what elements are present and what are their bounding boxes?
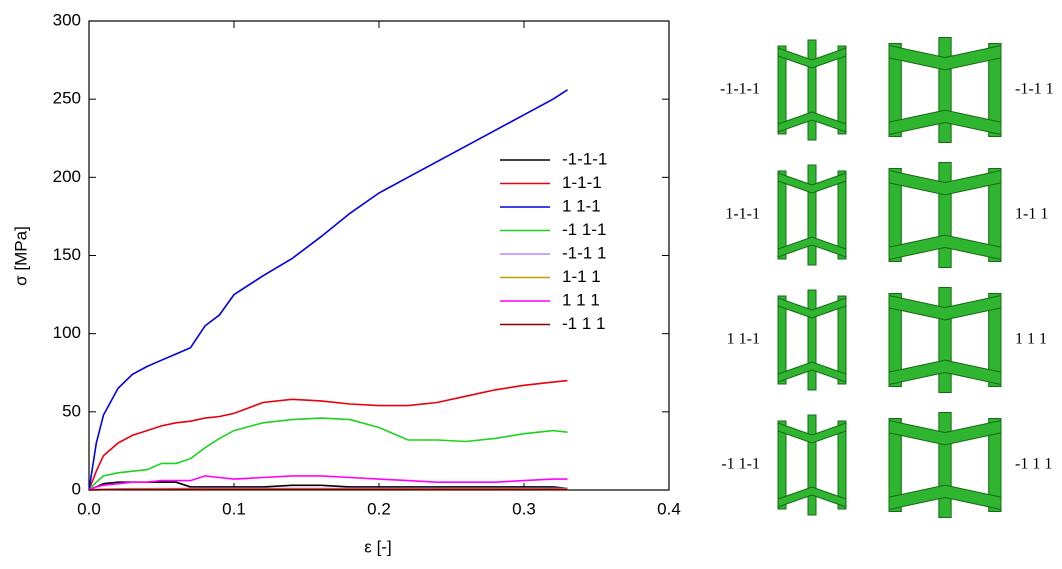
lattice-strut: [939, 38, 951, 143]
structure-label: 1-1 1: [1015, 206, 1048, 223]
lattice-image: [889, 413, 1001, 518]
lattice-strut: [838, 46, 846, 134]
page: {"chart_data": {"type": "line", "xlabel"…: [0, 0, 1062, 569]
x-tick-label: 0.1: [222, 499, 246, 518]
lattice-strut: [838, 421, 846, 509]
lattice-strut: [778, 46, 786, 134]
structure-label: -1-1 1: [1015, 81, 1054, 98]
lattice-strut: [778, 421, 786, 509]
structure-label: 1 1 1: [1015, 331, 1047, 348]
lattice-image: [778, 40, 846, 140]
data-line: [89, 90, 568, 490]
x-tick-label: 0.3: [512, 499, 536, 518]
lattice-strut: [808, 290, 816, 390]
structure-label: -1 1-1: [721, 456, 760, 473]
lattice-image: [889, 163, 1001, 268]
y-tick-label: 0: [72, 479, 81, 498]
y-axis-label: σ [MPa]: [11, 226, 30, 286]
lattice-strut: [838, 296, 846, 384]
lattice-image: [778, 165, 846, 265]
y-tick-label: 150: [53, 245, 81, 264]
x-tick-label: 0.2: [367, 499, 391, 518]
data-line: [89, 381, 568, 490]
structure-label: 1 1-1: [727, 331, 760, 348]
y-tick-label: 100: [53, 323, 81, 342]
lattice-strut: [808, 415, 816, 515]
y-tick-label: 200: [53, 167, 81, 186]
legend-label: -1-1-1: [562, 149, 607, 168]
legend-label: 1-1 1: [562, 267, 601, 286]
lattice-strut: [778, 296, 786, 384]
legend-label: 1 1 1: [562, 290, 600, 309]
lattice-strut: [838, 171, 846, 259]
x-tick-label: 0.4: [657, 499, 681, 518]
lattice-strut: [778, 171, 786, 259]
x-axis-label: ε [-]: [364, 537, 391, 556]
lattice-strut: [939, 413, 951, 518]
data-line: [89, 418, 568, 490]
structure-label: -1 1 1: [1015, 456, 1052, 473]
lattice-image: [889, 288, 1001, 393]
legend-label: 1 1-1: [562, 196, 601, 215]
lattice-strut: [939, 163, 951, 268]
lattice-image: [889, 38, 1001, 143]
legend-label: 1-1-1: [562, 173, 602, 192]
data-line: [89, 489, 568, 490]
lattice-strut: [808, 165, 816, 265]
y-tick-label: 300: [53, 10, 81, 29]
lattice-image: [778, 290, 846, 390]
x-tick-label: 0.0: [77, 499, 101, 518]
structure-label: 1-1-1: [725, 206, 760, 223]
figure: ε [-] σ [MPa] 0.0 0.1 0.2 0.3 0.4 0 50 100 150 20…: [0, 0, 1062, 564]
legend-label: -1 1-1: [562, 220, 606, 239]
lattice-strut: [939, 288, 951, 393]
structure-label: -1-1-1: [720, 81, 760, 98]
legend-label: -1 1 1: [562, 314, 605, 333]
legend-label: -1-1 1: [562, 243, 606, 262]
lattice-strut: [808, 40, 816, 140]
y-tick-label: 250: [53, 89, 81, 108]
lattice-image: [778, 415, 846, 515]
y-tick-label: 50: [62, 401, 81, 420]
